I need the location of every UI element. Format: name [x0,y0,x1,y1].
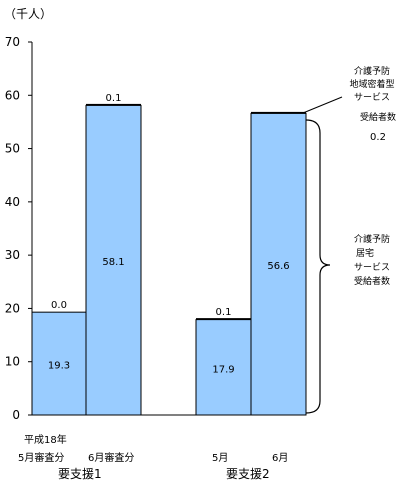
annotation-top-line-1: 介護予防 [354,65,390,77]
y-tick-label: 20 [5,301,20,315]
annotation-brace-line-1: 介護予防 [354,233,390,245]
bar-top-segment [196,318,251,320]
annotation-leader-line [302,96,343,114]
bar-top-label: 0.1 [106,93,122,104]
bar-group: 19.3 0.0 58.1 0.1 17.9 0.1 56.6 [31,93,307,416]
annotation-brace-line-4: 受給者数 [354,275,390,287]
x-label-group2: 要支援2 [226,467,270,481]
bar [31,311,87,416]
brace-icon [305,119,331,414]
x-label-g1-june: 6月審査分 [88,451,134,464]
annotation-top-line-4: 受給者数 [360,111,396,123]
x-label-g2-june: 6月 [272,452,288,464]
bar-top-segment [86,103,141,106]
bar-top-label: 0.0 [51,300,67,311]
y-tick-label: 10 [5,355,20,369]
y-tick-label: 60 [5,88,20,102]
bar-value-label: 56.6 [267,261,289,272]
annotation-home-service: 介護予防 居宅 サービス 受給者数 [305,119,390,414]
annotation-brace-line-2: 居宅 [356,247,374,259]
y-axis: 0 10 20 30 40 50 60 70 [5,35,306,422]
x-label-g1-may: 5月審査分 [18,451,64,464]
annotation-top-line-3: サービス [354,92,390,103]
bar [85,104,142,416]
y-tick-label: 40 [5,195,20,209]
y-tick-label: 0 [12,408,20,422]
y-axis-unit-label: （千人） [4,7,52,21]
y-tick-label: 30 [5,248,20,262]
x-label-g2-may: 5月 [212,452,228,464]
bar [195,319,252,416]
annotation-top-line-2: 地域密着型 [349,78,394,90]
annotation-community-service: 介護予防 地域密着型 サービス 受給者数 0.2 [302,65,396,143]
annotation-top-value: 0.2 [370,132,386,143]
bar-value-label: 17.9 [212,364,234,375]
bar-value-label: 19.3 [48,361,70,372]
y-tick-label: 70 [5,35,20,49]
x-label-group1: 要支援1 [58,467,102,481]
annotation-brace-line-3: サービス [354,262,390,273]
x-label-year: 平成18年 [24,433,67,446]
bar-top-segment [251,111,306,114]
y-tick-label: 50 [5,142,20,156]
bar-top-label: 0.1 [216,307,232,318]
bar-value-label: 58.1 [102,257,124,268]
